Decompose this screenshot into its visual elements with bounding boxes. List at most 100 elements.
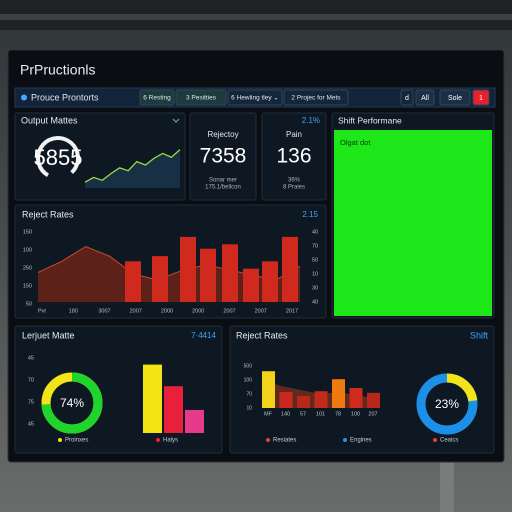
legend-dot (433, 438, 437, 442)
filter-button[interactable] (227, 89, 283, 106)
kpi-badge: 2.1% (302, 116, 320, 125)
legend-dot (156, 438, 160, 442)
y-tick-label: 50 (312, 257, 318, 263)
legend-label: Ceaics (440, 438, 458, 444)
gauge-value: 5855 (34, 145, 83, 170)
donut-segment (416, 373, 478, 435)
y-tick-label: 50 (26, 301, 32, 307)
y-tick-label: 10 (246, 405, 252, 411)
action-button[interactable] (415, 89, 435, 106)
x-tick-label: 180 (69, 308, 78, 314)
panel-note: Olgat dot (340, 138, 371, 147)
y-tick-label: 250 (23, 265, 32, 271)
bar (125, 261, 141, 302)
legend-dot (266, 438, 270, 442)
line (84, 149, 181, 183)
x-tick-label: 57 (300, 411, 306, 417)
donut-segment (41, 372, 103, 434)
bar (152, 256, 168, 302)
donut-label: 74% (60, 396, 84, 410)
legend-dot (343, 438, 347, 442)
action-button[interactable] (439, 89, 471, 106)
bar (180, 236, 196, 302)
bar (262, 371, 275, 408)
bar (222, 244, 238, 302)
x-tick-label: 2000 (161, 308, 173, 314)
y-tick-label: 70 (28, 377, 34, 383)
x-tick-label: 3007 (98, 308, 110, 314)
action-label[interactable]: 1 (479, 95, 483, 102)
bar (282, 236, 298, 302)
brand-icon (21, 94, 27, 101)
page-title: PrPructionls (20, 62, 95, 78)
filter-label[interactable]: 2 Projec for Mets (291, 95, 341, 102)
legend-label: Resiates (273, 438, 296, 444)
bar (243, 268, 259, 302)
card-badge: 7·4414 (191, 331, 216, 340)
action-label[interactable]: Sole (448, 95, 462, 102)
y-tick-label: 40 (312, 299, 318, 305)
bar (332, 379, 345, 408)
action-button[interactable] (400, 89, 414, 106)
y-tick-label: 100 (244, 377, 253, 383)
y-tick-label: 70 (312, 243, 318, 249)
kpi-value: 136 (276, 145, 311, 168)
card-title: Reject Rates (236, 330, 288, 340)
bar (200, 248, 216, 302)
kpi-sub: 36% (288, 178, 301, 184)
reject-kpi-card (189, 112, 257, 201)
y-tick-label: 150 (23, 229, 32, 235)
bar (349, 388, 363, 408)
kpi-value: 7358 (200, 145, 247, 168)
filter-label[interactable]: 6 Hewling tley ⌄ (231, 95, 279, 102)
x-tick-label: 2017 (286, 308, 298, 314)
legend-label: Engines (350, 438, 372, 444)
filter-button[interactable] (139, 89, 175, 106)
kpi-sub: 175.1/bellcon (205, 185, 241, 191)
x-tick-label: 2007 (130, 308, 142, 314)
filter-button[interactable] (283, 89, 349, 106)
bar (262, 261, 278, 302)
x-tick-label: 2007 (255, 308, 267, 314)
filter-button[interactable] (175, 89, 227, 106)
action-label[interactable]: d (405, 95, 409, 102)
x-tick-label: 140 (281, 411, 290, 417)
chevron (172, 118, 180, 123)
ui: PrPructionls Prouce Prontorts 6 Resting 3 P… (14, 62, 496, 454)
filter-label[interactable]: 3 Pesitties (186, 95, 217, 102)
legend-label: Proinxes (65, 438, 88, 444)
y-tick-label: 45 (28, 421, 34, 427)
kpi-sub: Sonar mer (209, 178, 237, 184)
shift-panel (334, 130, 492, 316)
gauge-ring (36, 136, 80, 180)
kpi-sub: 8 Praies (283, 185, 305, 191)
card-badge: Shift (470, 330, 489, 340)
card-title: Reject Rates (22, 209, 74, 219)
y-tick-label: 40 (312, 229, 318, 235)
action-label[interactable]: All (421, 95, 429, 102)
x-tick-label: MF (264, 411, 273, 417)
bar (367, 392, 380, 408)
donut-label: 23% (435, 397, 459, 411)
y-tick-label: 70 (246, 391, 252, 397)
pipe (440, 460, 454, 512)
x-tick-label: 78 (335, 411, 341, 417)
y-tick-label: 30 (312, 285, 318, 291)
legend-dot (58, 438, 62, 442)
y-tick-label: 500 (244, 363, 253, 369)
x-tick-label: 207 (368, 411, 377, 417)
y-tick-label: 150 (23, 283, 32, 289)
x-tick-label: 2000 (192, 308, 204, 314)
filter-label[interactable]: 6 Resting (143, 95, 171, 102)
bar (143, 364, 162, 433)
kpi-title: Pain (286, 130, 302, 139)
x-tick-label: 101 (316, 411, 325, 417)
beam (0, 14, 512, 20)
card-title: Shift Performane (338, 115, 402, 125)
y-tick-label: 45 (28, 355, 34, 361)
card-badge: 2.15 (302, 210, 318, 219)
y-tick-label: 10 (312, 271, 318, 277)
action-button[interactable] (472, 89, 490, 106)
y-tick-label: 100 (23, 247, 32, 253)
